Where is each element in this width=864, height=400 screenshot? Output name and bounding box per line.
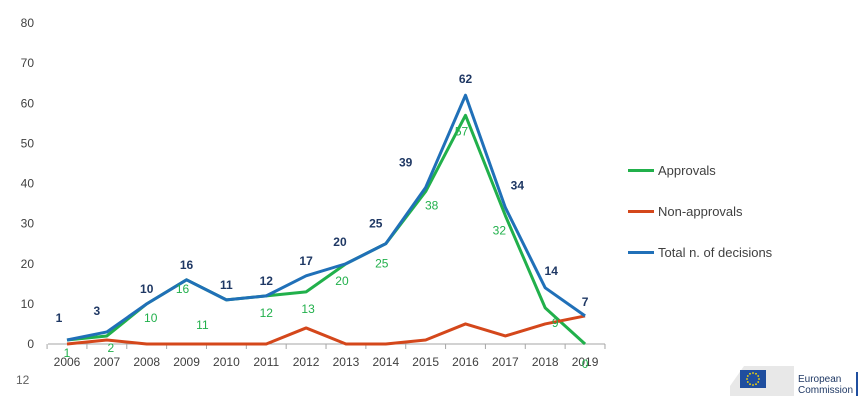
legend-item-non-approvals: Non-approvals (628, 201, 772, 221)
data-label-approvals: 12 (260, 306, 274, 320)
legend-item-total: Total n. of decisions (628, 242, 772, 262)
data-label-approvals: 25 (375, 257, 389, 271)
legend-label-approvals: Approvals (658, 162, 716, 178)
data-label-total: 34 (511, 179, 525, 193)
logo-text-line1: European (798, 374, 842, 385)
data-label-approvals: 0 (582, 357, 589, 371)
y-tick-label: 80 (21, 16, 35, 30)
x-tick-label: 2015 (412, 355, 439, 369)
data-label-approvals: 11 (196, 318, 209, 332)
data-label-total: 10 (140, 282, 154, 296)
data-label-approvals: 2 (108, 341, 115, 355)
data-label-total: 7 (582, 295, 589, 309)
x-tick-label: 2019 (572, 355, 599, 369)
data-label-total: 17 (299, 254, 313, 268)
logo-divider (856, 372, 858, 396)
series-line-non-approvals (66, 314, 586, 346)
legend-swatch-approvals (628, 168, 654, 172)
data-label-approvals: 10 (144, 311, 158, 325)
y-tick-label: 60 (21, 96, 35, 110)
y-tick-label: 30 (21, 217, 35, 231)
legend-swatch-non-approvals (628, 209, 654, 213)
y-tick-label: 20 (21, 257, 35, 271)
y-tick-label: 0 (27, 337, 34, 351)
chart-legend: Approvals Non-approvals Total n. of deci… (628, 160, 772, 283)
x-tick-label: 2009 (173, 355, 200, 369)
data-label-total: 1 (56, 311, 63, 325)
data-label-total: 62 (459, 72, 473, 86)
data-label-total: 12 (260, 274, 274, 288)
x-tick-label: 2016 (452, 355, 479, 369)
x-tick-label: 2014 (372, 355, 399, 369)
data-label-approvals: 32 (493, 224, 507, 238)
page-number: 12 (16, 373, 30, 387)
logo-text-line2: Commission (798, 385, 854, 396)
legend-item-approvals: Approvals (628, 160, 772, 180)
legend-label-total: Total n. of decisions (658, 244, 773, 260)
x-tick-label: 2006 (54, 355, 81, 369)
european-commission-logo-text: European Commission (798, 374, 853, 396)
x-tick-label: 2012 (293, 355, 320, 369)
data-label-total: 14 (545, 264, 559, 278)
y-tick-label: 70 (21, 56, 35, 70)
data-label-approvals: 57 (455, 124, 469, 138)
x-tick-label: 2018 (532, 355, 559, 369)
data-label-approvals: 9 (552, 316, 559, 330)
x-tick-label: 2013 (333, 355, 360, 369)
x-tick-label: 2017 (492, 355, 519, 369)
eu-flag-icon (730, 366, 794, 396)
data-label-total: 16 (180, 258, 194, 272)
data-label-approvals: 13 (301, 302, 315, 316)
data-label-total: 11 (220, 278, 233, 292)
legend-label-non-approvals: Non-approvals (658, 203, 743, 219)
y-tick-label: 50 (21, 136, 35, 150)
data-label-approvals: 38 (425, 199, 439, 213)
data-label-total: 25 (369, 217, 383, 231)
y-tick-label: 40 (21, 177, 35, 191)
data-label-approvals: 20 (335, 274, 349, 288)
data-label-total: 39 (399, 156, 413, 170)
data-label-total: 3 (94, 304, 101, 318)
series-line-total-n-of-decisions (66, 93, 586, 342)
x-tick-label: 2008 (133, 355, 160, 369)
data-label-approvals: 1 (64, 346, 71, 360)
x-tick-label: 2010 (213, 355, 240, 369)
x-tick-label: 2007 (93, 355, 120, 369)
legend-swatch-total (628, 250, 654, 254)
y-tick-label: 10 (21, 297, 35, 311)
series-line-approvals (66, 113, 587, 346)
x-tick-label: 2011 (253, 355, 279, 369)
data-label-approvals: 16 (176, 282, 190, 296)
data-label-total: 20 (333, 235, 347, 249)
